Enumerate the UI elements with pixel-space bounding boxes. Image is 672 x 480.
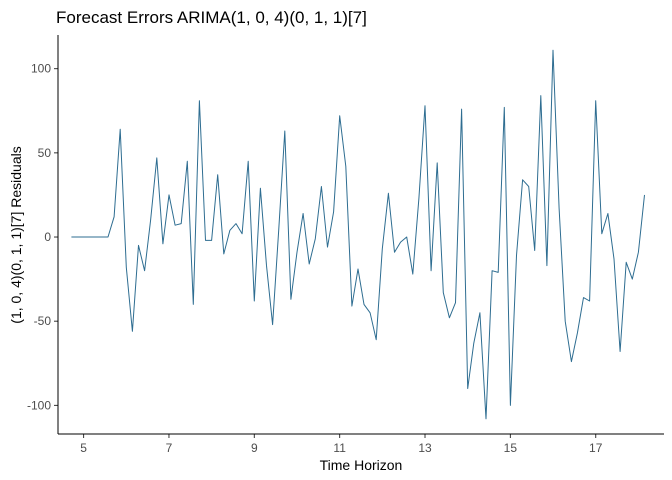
x-tick-label: 11: [333, 441, 346, 455]
x-tick-label: 5: [80, 441, 87, 455]
y-tick-label: -50: [34, 314, 52, 328]
y-tick-label: -100: [27, 398, 51, 412]
plot-area: [71, 49, 645, 420]
x-axis-title: Time Horizon: [320, 457, 403, 473]
residuals-series-line: [71, 49, 645, 420]
y-tick-label: 100: [31, 62, 51, 76]
x-tick-label: 17: [589, 441, 603, 455]
x-tick-label: 15: [504, 441, 518, 455]
y-axis-title: (1, 0, 4)(0, 1, 1)[7] Residuals: [8, 146, 24, 323]
y-tick-label: 50: [38, 146, 52, 160]
y-axis-ticks: -100 -50 0 50 100: [27, 62, 58, 412]
x-tick-label: 9: [251, 441, 258, 455]
y-tick-label: 0: [44, 230, 51, 244]
x-tick-label: 13: [418, 441, 432, 455]
x-tick-label: 7: [166, 441, 173, 455]
x-axis-ticks: 5 7 9 11 13 15 17: [80, 434, 603, 455]
chart-title: Forecast Errors ARIMA(1, 0, 4)(0, 1, 1)[…: [56, 8, 367, 27]
